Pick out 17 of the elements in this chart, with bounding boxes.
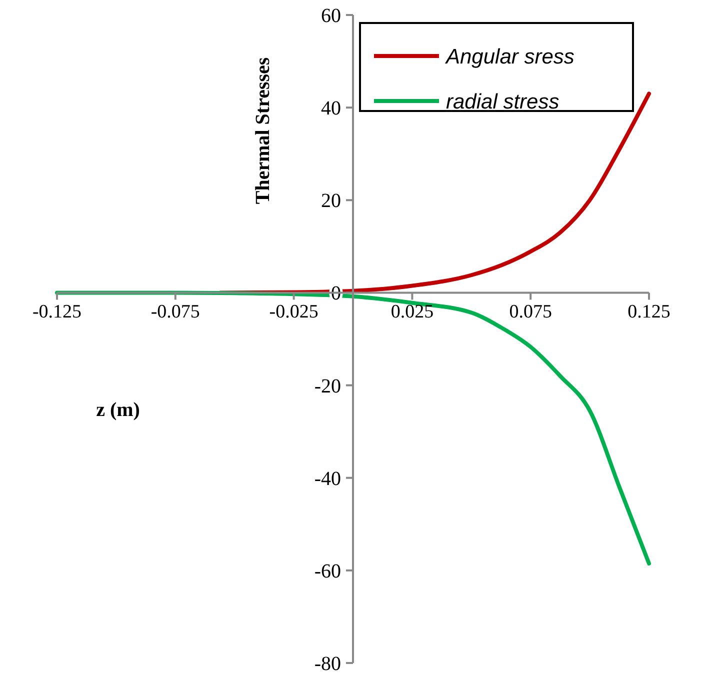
y-axis-title: Thermal Stresses [252,57,274,204]
x-axis-title: z (m) [96,399,140,421]
y-tick-label: 60 [321,5,341,27]
x-tick-label: -0.125 [32,302,82,323]
y-tick-label: -40 [314,468,341,490]
x-tick-label: -0.025 [269,302,318,323]
y-tick-label: -60 [314,560,341,582]
y-tick-label: 20 [321,190,341,212]
x-tick-label: 0.025 [390,302,434,323]
y-tick-label: -80 [314,653,341,674]
x-tick-label: 0.075 [509,302,552,323]
legend-label: radial stress [446,90,560,114]
legend-label: Angular sress [444,45,575,68]
y-tick-label: -20 [314,375,341,398]
x-tick-label: -0.075 [150,302,200,323]
y-tick-label: 40 [321,98,341,120]
x-tick-label: 0.125 [628,302,670,323]
